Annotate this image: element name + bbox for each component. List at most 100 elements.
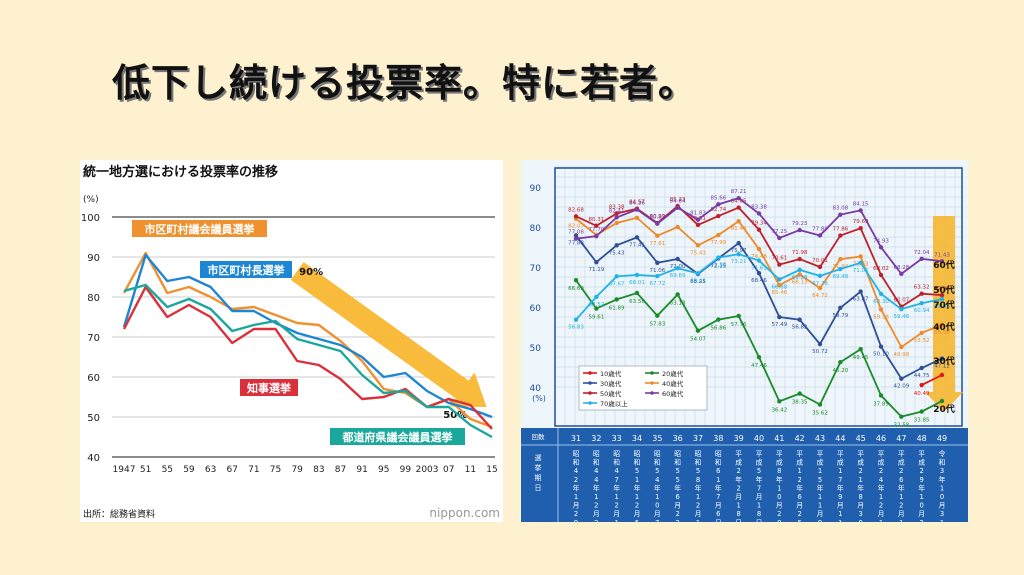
data-value-label: 71.43 <box>934 252 950 258</box>
data-point <box>817 264 823 270</box>
election-date-char: 和 <box>695 458 702 467</box>
election-date-char: 5 <box>798 519 802 522</box>
data-value-label: 63.32 <box>914 285 930 291</box>
trend-arrow <box>290 262 487 408</box>
arrow-age-label: 20代 <box>933 403 955 415</box>
data-point <box>838 266 843 272</box>
watermark: nippon.com <box>429 506 500 520</box>
x-tick-label: 51 <box>140 465 151 475</box>
municipal-turnout-chart: 統一地方選における投票率の推移 (%) 40 50 60 70 80 90 100 1947 51 5… <box>81 164 500 520</box>
x-tick-label: 36 <box>673 434 683 443</box>
data-value-label: 56.86 <box>710 326 726 332</box>
data-point <box>695 243 701 248</box>
election-date-char: 1 <box>879 519 883 522</box>
data-point <box>797 227 802 233</box>
data-point <box>777 399 782 404</box>
legend-label: 50歳代 <box>600 389 622 398</box>
legend-label: 20歳代 <box>662 369 684 378</box>
legend-label: 40歳代 <box>662 379 684 388</box>
election-date-char: 月 <box>573 502 580 510</box>
election-date-char: 0 <box>920 502 924 510</box>
election-date-char: 昭 <box>674 450 681 458</box>
election-date-char: 昭 <box>654 450 661 458</box>
data-value-label: 68.13 <box>792 279 808 285</box>
slide-title: 低下し続ける投票率。特に若者。 <box>112 61 698 105</box>
x-tick-label: 39 <box>734 434 744 443</box>
series-label: 市区町村長選挙 <box>208 263 286 277</box>
legend-marker <box>650 381 654 385</box>
y-tick-label: 50 <box>87 413 100 424</box>
data-point <box>878 291 884 296</box>
election-date-char: 2 <box>676 510 680 518</box>
data-point <box>919 382 924 388</box>
election-date-char: 7 <box>615 476 619 484</box>
y-axis-unit: (%) <box>532 394 546 403</box>
data-value-label: 66.69 <box>568 286 584 292</box>
data-point <box>858 226 863 231</box>
election-date-char: 3 <box>859 510 863 518</box>
plot-border <box>554 167 963 427</box>
data-value-label: 59.46 <box>893 314 909 320</box>
election-date-char: 月 <box>756 493 763 501</box>
election-date-char: 1 <box>899 493 903 501</box>
election-date-char: 2 <box>798 476 802 484</box>
data-value-label: 79.34 <box>751 221 767 227</box>
data-point <box>573 233 579 238</box>
election-date-char: 1 <box>696 493 700 501</box>
data-point <box>838 305 843 311</box>
election-date-char: 月 <box>939 502 946 510</box>
data-value-label: 59.79 <box>832 313 848 319</box>
x-tick-label: 32 <box>591 434 601 443</box>
data-point <box>573 278 579 283</box>
y-tick-label: 50 <box>530 344 542 354</box>
data-point <box>899 344 904 350</box>
election-date-char: 1 <box>940 519 944 522</box>
election-date-char: 8 <box>737 510 741 518</box>
data-point <box>939 259 945 264</box>
source-note: 出所：総務省資料 <box>83 508 155 520</box>
data-value-label: 75.97 <box>731 248 747 254</box>
data-point <box>634 272 640 278</box>
x-tick-label: 55 <box>162 465 173 475</box>
data-point <box>878 393 884 398</box>
election-date-char: 2 <box>899 467 903 475</box>
series-line-3 <box>123 283 493 439</box>
legend-marker <box>588 381 592 385</box>
election-date-char: 5 <box>676 476 680 484</box>
election-date-char: 3 <box>940 467 944 475</box>
x-tick-label: 42 <box>795 434 805 443</box>
y-tick-label: 70 <box>530 264 542 274</box>
election-date-char: 年 <box>613 483 620 492</box>
election-date-char: 5 <box>635 519 639 522</box>
election-date-char: 8 <box>859 493 863 501</box>
data-value-label: 63.13 <box>670 300 686 306</box>
series-line-2 <box>122 285 493 430</box>
election-date-char: 月 <box>776 502 783 510</box>
election-date-char: 1 <box>635 476 639 484</box>
election-date-char: 1 <box>838 510 842 518</box>
data-value-label: 69.69 <box>670 273 686 279</box>
data-value-label: 44.75 <box>914 373 930 379</box>
election-date-char: 和 <box>939 458 946 467</box>
data-point <box>655 313 660 318</box>
data-point <box>797 256 802 262</box>
election-date-char: 2 <box>615 502 619 510</box>
data-point <box>939 322 945 327</box>
data-value-label: 77.88 <box>568 240 584 246</box>
election-date-char: 2 <box>777 510 781 518</box>
election-date-char: 1 <box>879 493 883 501</box>
series-label-box <box>132 220 267 237</box>
data-point <box>756 246 762 252</box>
election-date-char: 1 <box>635 493 639 501</box>
election-date-char: 2 <box>920 519 924 522</box>
data-value-label: 63.87 <box>853 297 869 303</box>
election-date-char: 年 <box>776 475 783 484</box>
election-date-char: 日 <box>715 519 722 522</box>
data-value-label: 72.15 <box>710 263 726 269</box>
x-tick-label: 34 <box>632 434 642 443</box>
election-date-char: 月 <box>613 510 620 518</box>
series-line-0 <box>921 374 943 386</box>
data-point <box>797 272 802 277</box>
x-tick-label: 87 <box>335 465 346 475</box>
election-date-char: 1 <box>615 493 619 501</box>
